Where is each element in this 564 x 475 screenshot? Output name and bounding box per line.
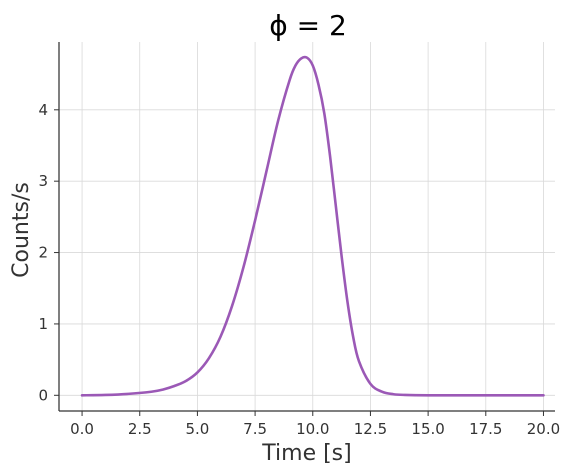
- y-tick-label: 1: [38, 315, 48, 333]
- x-tick-label: 0.0: [70, 420, 94, 438]
- y-tick-label: 3: [38, 172, 48, 190]
- x-tick-label: 12.5: [354, 420, 387, 438]
- y-tick-label: 4: [38, 101, 48, 119]
- y-axis-label: Counts/s: [9, 182, 34, 278]
- x-tick-label: 20.0: [527, 420, 560, 438]
- chart-title: ϕ = 2: [269, 9, 347, 42]
- grid-layer: [59, 42, 555, 411]
- x-tick-label: 15.0: [411, 420, 444, 438]
- tick-label-layer: 0.0 2.5 5.0 7.5 10.0 12.5 15.0 17.5 20.0 0 1 2 3 4: [38, 101, 560, 438]
- x-tick-label: 5.0: [185, 420, 209, 438]
- axes-layer: [54, 42, 555, 416]
- series-layer: [80, 55, 545, 397]
- y-tick-label: 2: [38, 244, 48, 262]
- x-tick-label: 10.0: [296, 420, 329, 438]
- x-tick-label: 7.5: [243, 420, 267, 438]
- x-tick-label: 17.5: [469, 420, 502, 438]
- x-tick-label: 2.5: [128, 420, 152, 438]
- series-line-0: [80, 55, 545, 397]
- x-axis-label: Time [s]: [261, 441, 351, 466]
- y-tick-label: 0: [38, 386, 48, 404]
